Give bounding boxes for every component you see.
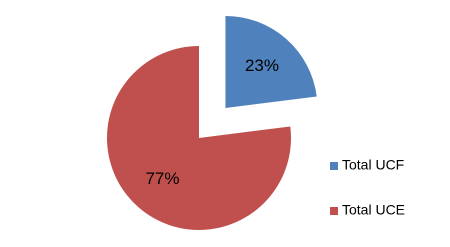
legend-swatch xyxy=(330,162,338,170)
legend-label: Total UCE xyxy=(342,202,405,218)
value-label: 77% xyxy=(145,169,179,188)
pie-slice xyxy=(107,46,291,230)
legend-label: Total UCF xyxy=(342,157,404,173)
pie-slice xyxy=(225,15,317,108)
legend-swatch xyxy=(330,207,338,215)
value-label: 23% xyxy=(245,56,279,75)
